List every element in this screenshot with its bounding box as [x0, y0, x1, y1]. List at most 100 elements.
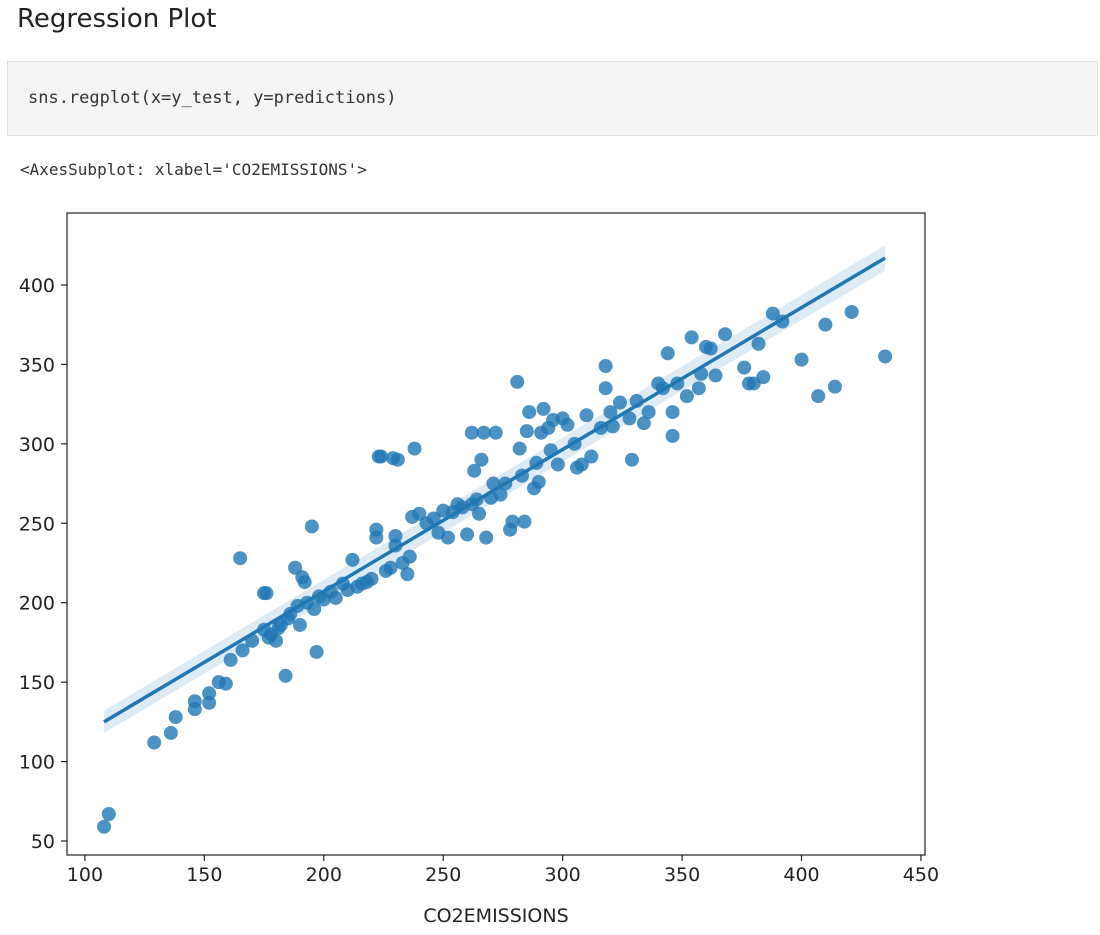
- point: [531, 474, 546, 489]
- point: [168, 710, 183, 725]
- point: [412, 506, 427, 521]
- y-tick-label: 50: [31, 831, 55, 853]
- point: [665, 428, 680, 443]
- point: [505, 514, 520, 529]
- point: [440, 530, 455, 545]
- point: [708, 368, 723, 383]
- x-tick-label: 150: [186, 864, 222, 886]
- point: [369, 530, 384, 545]
- y-tick-label: 100: [19, 752, 55, 774]
- x-tick-label: 250: [425, 864, 461, 886]
- point: [288, 560, 303, 575]
- point: [622, 411, 637, 426]
- point: [550, 457, 565, 472]
- point: [579, 408, 594, 423]
- point: [574, 457, 589, 472]
- point: [584, 449, 599, 464]
- point: [641, 405, 656, 420]
- output-text: <AxesSubplot: xlabel='CO2EMISSIONS'>: [20, 160, 367, 179]
- point: [464, 425, 479, 440]
- point: [737, 360, 752, 375]
- chart: 100 150 200 250 300 350 400 450 50 100 150 200 250 30…: [19, 212, 939, 927]
- point: [691, 381, 706, 396]
- heading: Regression Plot: [17, 4, 217, 34]
- x-tick-label: 400: [783, 864, 819, 886]
- point: [467, 463, 482, 478]
- point: [328, 590, 343, 605]
- point: [703, 341, 718, 356]
- point: [794, 352, 809, 367]
- y-tick-label: 250: [19, 513, 55, 535]
- point: [811, 389, 826, 404]
- x-axis-label: CO2EMISSIONS: [423, 905, 568, 927]
- point: [560, 417, 575, 432]
- point: [278, 668, 293, 683]
- point: [827, 379, 842, 394]
- point: [679, 389, 694, 404]
- point: [223, 652, 238, 667]
- point: [479, 530, 494, 545]
- point: [309, 644, 324, 659]
- point: [517, 514, 532, 529]
- point: [259, 586, 274, 601]
- point: [304, 519, 319, 534]
- point: [624, 452, 639, 467]
- y-tick-label: 300: [19, 434, 55, 456]
- point: [818, 317, 833, 332]
- point: [476, 425, 491, 440]
- point: [756, 370, 771, 385]
- code-cell[interactable]: sns.regplot(x=y_test, y=predictions): [7, 61, 1098, 136]
- x-tick-label: 300: [545, 864, 581, 886]
- y-tick-label: 400: [19, 275, 55, 297]
- point: [233, 551, 248, 566]
- point: [269, 633, 284, 648]
- point: [519, 424, 534, 439]
- point: [297, 575, 312, 590]
- point: [472, 506, 487, 521]
- point: [665, 405, 680, 420]
- y-tick-label: 200: [19, 593, 55, 615]
- point: [536, 401, 551, 416]
- point: [660, 346, 675, 361]
- point: [292, 617, 307, 632]
- point: [598, 381, 613, 396]
- point: [765, 306, 780, 321]
- point: [684, 330, 699, 345]
- plot-frame: [66, 212, 926, 856]
- point: [751, 336, 766, 351]
- point: [474, 452, 489, 467]
- point: [345, 552, 360, 567]
- x-tick-label: 100: [67, 864, 103, 886]
- point: [603, 405, 618, 420]
- point: [402, 549, 417, 564]
- point: [598, 358, 613, 373]
- point: [388, 528, 403, 543]
- point: [364, 571, 379, 586]
- point: [493, 487, 508, 502]
- regression-line: [103, 256, 887, 724]
- point: [101, 807, 116, 822]
- x-tick-label: 350: [664, 864, 700, 886]
- point: [374, 449, 389, 464]
- point: [522, 405, 537, 420]
- y-tick-label: 150: [19, 672, 55, 694]
- point: [163, 725, 178, 740]
- point: [390, 452, 405, 467]
- point: [718, 327, 733, 342]
- x-tick-label: 200: [306, 864, 342, 886]
- point: [407, 441, 422, 456]
- point: [488, 425, 503, 440]
- point: [383, 560, 398, 575]
- point: [460, 527, 475, 542]
- point: [307, 602, 322, 617]
- point: [218, 676, 233, 691]
- point: [512, 441, 527, 456]
- point: [612, 395, 627, 410]
- point: [878, 349, 893, 364]
- x-tick-label: 450: [903, 864, 939, 886]
- point: [636, 416, 651, 431]
- point: [147, 735, 162, 750]
- y-tick-label: 350: [19, 354, 55, 376]
- point: [844, 304, 859, 319]
